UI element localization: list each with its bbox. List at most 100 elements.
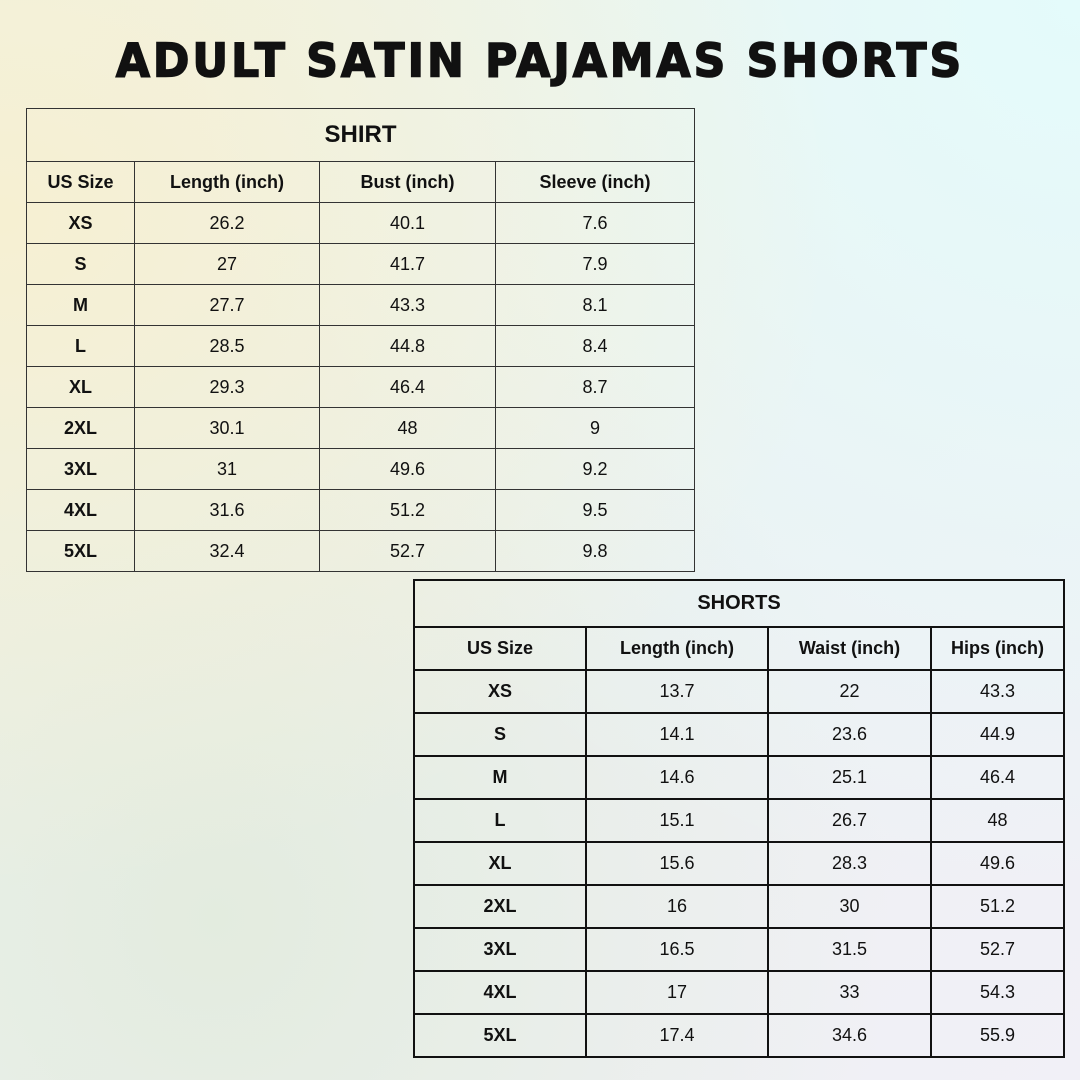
table-row: 2XL 16 30 51.2 [413, 884, 1066, 929]
measurement-cell: 9.5 [495, 489, 695, 531]
table-row: 5XL 32.4 52.7 9.8 [26, 530, 695, 572]
measurement-cell: 33 [767, 970, 932, 1015]
size-cell: XS [413, 669, 587, 714]
table-row: 4XL 31.6 51.2 9.5 [26, 489, 695, 531]
measurement-cell: 41.7 [319, 243, 496, 285]
table-row: M 14.6 25.1 46.4 [413, 755, 1066, 800]
measurement-cell: 30.1 [134, 407, 320, 449]
size-cell: S [413, 712, 587, 757]
table-row: 2XL 30.1 48 9 [26, 407, 695, 449]
measurement-cell: 9.8 [495, 530, 695, 572]
measurement-cell: 51.2 [929, 884, 1066, 929]
measurement-cell: 8.1 [495, 284, 695, 326]
measurement-cell: 14.6 [585, 755, 769, 800]
measurement-cell: 9 [495, 407, 695, 449]
table-row: XS 13.7 22 43.3 [413, 669, 1066, 714]
size-cell: 4XL [26, 489, 135, 531]
shorts-table-title: SHORTS [412, 579, 1066, 628]
table-row: S 14.1 23.6 44.9 [413, 712, 1066, 757]
measurement-cell: 14.1 [585, 712, 769, 757]
size-cell: XS [26, 202, 135, 244]
column-header: US Size [413, 626, 587, 671]
size-cell: 2XL [413, 884, 587, 929]
measurement-cell: 55.9 [929, 1013, 1066, 1058]
measurement-cell: 31.6 [134, 489, 320, 531]
table-row: 3XL 16.5 31.5 52.7 [413, 927, 1066, 972]
size-cell: XL [413, 841, 587, 886]
size-cell: L [26, 325, 135, 367]
size-cell: M [26, 284, 135, 326]
size-cell: 5XL [413, 1013, 587, 1058]
measurement-cell: 52.7 [319, 530, 496, 572]
column-header: Length (inch) [134, 161, 320, 203]
measurement-cell: 22 [767, 669, 932, 714]
measurement-cell: 46.4 [929, 755, 1066, 800]
measurement-cell: 29.3 [134, 366, 320, 408]
measurement-cell: 8.4 [495, 325, 695, 367]
table-row: L 15.1 26.7 48 [413, 798, 1066, 843]
size-cell: XL [26, 366, 135, 408]
table-row: XS 26.2 40.1 7.6 [26, 202, 695, 244]
measurement-cell: 48 [929, 798, 1066, 843]
measurement-cell: 49.6 [929, 841, 1066, 886]
size-cell: 5XL [26, 530, 135, 572]
size-cell: 3XL [413, 927, 587, 972]
table-row: S 27 41.7 7.9 [26, 243, 695, 285]
header-row: US Size Length (inch) Bust (inch) Sleeve (i… [26, 161, 695, 203]
measurement-cell: 15.6 [585, 841, 769, 886]
size-cell: M [413, 755, 587, 800]
measurement-cell: 43.3 [929, 669, 1066, 714]
measurement-cell: 43.3 [319, 284, 496, 326]
size-cell: L [413, 798, 587, 843]
measurement-cell: 17 [585, 970, 769, 1015]
shirt-size-table: SHIRT US Size Length (inch) Bust (inch) Slee… [26, 108, 695, 572]
size-cell: 4XL [413, 970, 587, 1015]
measurement-cell: 32.4 [134, 530, 320, 572]
measurement-cell: 23.6 [767, 712, 932, 757]
table-row: XL 29.3 46.4 8.7 [26, 366, 695, 408]
measurement-cell: 34.6 [767, 1013, 932, 1058]
column-header: Length (inch) [585, 626, 769, 671]
measurement-cell: 28.5 [134, 325, 320, 367]
measurement-cell: 26.2 [134, 202, 320, 244]
column-header: Hips (inch) [929, 626, 1066, 671]
measurement-cell: 46.4 [319, 366, 496, 408]
table-row: L 28.5 44.8 8.4 [26, 325, 695, 367]
measurement-cell: 28.3 [767, 841, 932, 886]
table-row: XL 15.6 28.3 49.6 [413, 841, 1066, 886]
measurement-cell: 48 [319, 407, 496, 449]
measurement-cell: 8.7 [495, 366, 695, 408]
measurement-cell: 31.5 [767, 927, 932, 972]
measurement-cell: 40.1 [319, 202, 496, 244]
table-row: 4XL 17 33 54.3 [413, 970, 1066, 1015]
column-header: Waist (inch) [767, 626, 932, 671]
measurement-cell: 52.7 [929, 927, 1066, 972]
measurement-cell: 17.4 [585, 1013, 769, 1058]
measurement-cell: 7.6 [495, 202, 695, 244]
measurement-cell: 13.7 [585, 669, 769, 714]
size-cell: 3XL [26, 448, 135, 490]
measurement-cell: 49.6 [319, 448, 496, 490]
page-title: ADULT SATIN PAJAMAS SHORTS [115, 34, 965, 89]
table-row: 5XL 17.4 34.6 55.9 [413, 1013, 1066, 1058]
measurement-cell: 31 [134, 448, 320, 490]
measurement-cell: 30 [767, 884, 932, 929]
column-header: Bust (inch) [319, 161, 496, 203]
column-header: Sleeve (inch) [495, 161, 695, 203]
measurement-cell: 27.7 [134, 284, 320, 326]
measurement-cell: 54.3 [929, 970, 1066, 1015]
shorts-size-table: SHORTS US Size Length (inch) Waist (inch) Hi… [412, 579, 1066, 1058]
shorts-title-row: SHORTS [412, 579, 1066, 628]
shirt-table-title: SHIRT [26, 108, 695, 162]
table-row: M 27.7 43.3 8.1 [26, 284, 695, 326]
measurement-cell: 15.1 [585, 798, 769, 843]
shirt-title-row: SHIRT [26, 108, 695, 162]
column-header: US Size [26, 161, 135, 203]
measurement-cell: 25.1 [767, 755, 932, 800]
table-row: 3XL 31 49.6 9.2 [26, 448, 695, 490]
measurement-cell: 27 [134, 243, 320, 285]
measurement-cell: 26.7 [767, 798, 932, 843]
measurement-cell: 44.8 [319, 325, 496, 367]
size-cell: S [26, 243, 135, 285]
size-cell: 2XL [26, 407, 135, 449]
